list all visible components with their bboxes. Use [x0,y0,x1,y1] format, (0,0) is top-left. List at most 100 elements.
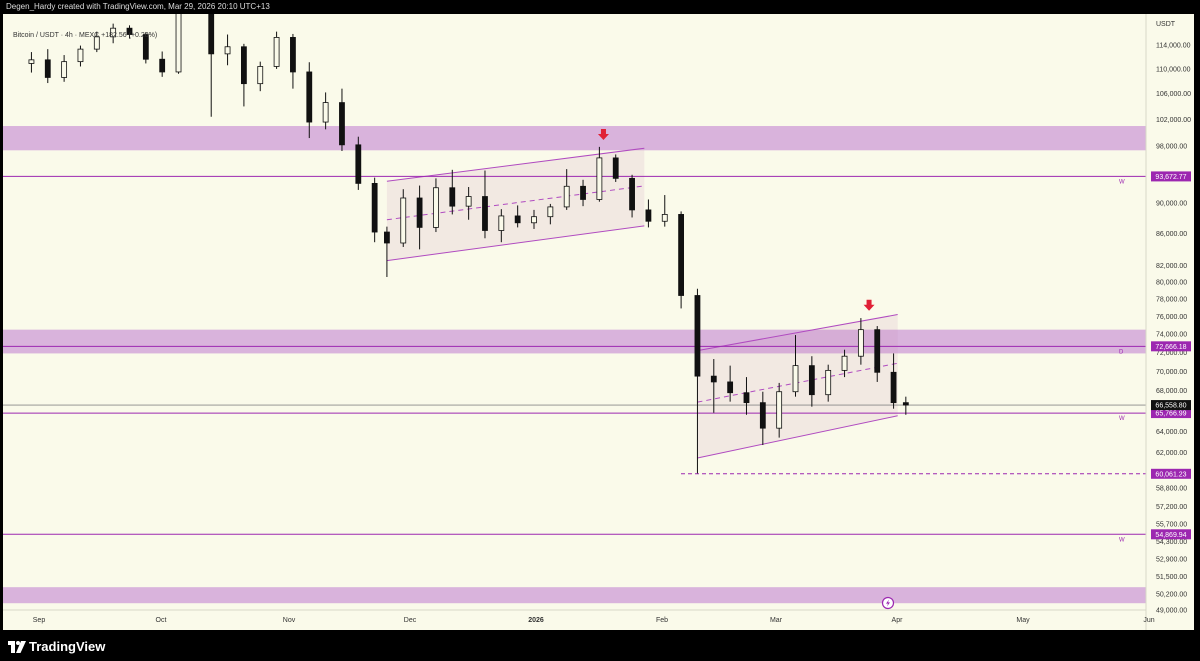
down-arrow-icon [597,129,609,141]
y-tick-label: 62,000.00 [1156,450,1187,457]
zone-1 [3,329,1146,354]
candle-body [902,402,909,406]
candle-body [612,157,619,179]
price-tag-bg [1151,171,1191,182]
y-axis: 114,000.00 110,000.00 106,000.00 102,000.00… [1156,43,1191,615]
candle-body [547,206,554,218]
candle-body [825,369,832,396]
candle-body [727,381,734,394]
candle-body [792,365,799,393]
candle-body [322,102,329,123]
brand-label: TradingView [29,639,106,654]
x-tick-label: Dec [404,617,417,624]
timeframe-tag: D [1119,349,1124,355]
y-tick-label: 110,000.00 [1156,66,1191,73]
y-tick-label: 102,000.00 [1156,117,1191,124]
price-tag-label: 65,766.99 [1155,411,1186,418]
candle-body [175,14,182,73]
y-tick-label: 51,500.00 [1156,574,1187,581]
candle-body [416,197,423,228]
currency-label: USDT [1156,21,1176,28]
candles-layer [28,14,909,474]
candle-body [890,371,897,404]
arrows-layer [597,129,875,311]
y-tick-label: 64,000.00 [1156,429,1187,436]
y-tick-label: 57,200.00 [1156,504,1187,511]
x-tick-label: 2026 [528,617,544,624]
candle-body [241,46,247,85]
timeframe-tag: W [1119,537,1125,543]
candle-body [661,214,668,222]
candle-body [77,48,84,63]
candle-body [208,14,215,55]
chart-area[interactable]: USDT 114,000.00 110,000.00 106,000.00 102,0… [3,14,1194,630]
candle-body [694,295,701,377]
candle-body [159,58,166,73]
candle-body [531,216,537,224]
channel-upper-1 [697,314,898,352]
channel-lower-1 [697,415,898,459]
y-tick-label: 49,000.00 [1156,608,1187,615]
y-tick-label: 78,000.00 [1156,296,1187,303]
footer-bar: TradingView [0,630,1200,661]
price-tag-label: 60,061.23 [1155,471,1186,478]
zone-2 [3,587,1146,604]
candle-body [400,197,407,244]
price-tag-label: 93,672.77 [1155,174,1186,181]
y-tick-label: 55,700.00 [1156,522,1187,529]
candle-body [514,215,521,224]
candle-body [126,27,133,35]
candle-body [355,144,362,184]
candle-body [290,37,296,73]
candle-body [224,46,231,55]
y-tick-label: 90,000.00 [1156,201,1187,208]
price-lines-layer [3,175,1146,535]
current-price-label: 66,558.80 [1155,403,1186,410]
price-tag-bg [1151,529,1191,540]
y-tick-label: 54,300.00 [1156,539,1187,546]
candle-body [596,157,603,200]
y-tick-label: 82,000.00 [1156,263,1187,270]
y-tick-label: 72,000.00 [1156,350,1187,357]
tradingview-logo[interactable]: TradingView [8,639,105,654]
channel-upper-0 [386,147,645,182]
candle-body [465,196,472,207]
x-tick-label: May [1016,617,1030,624]
candle-body [580,185,586,200]
candle-body [433,187,439,228]
candle-body [142,34,149,60]
x-tick-label: Oct [156,617,167,624]
candle-body [645,209,652,222]
y-tick-label: 98,000.00 [1156,144,1187,151]
candle-body [61,61,68,78]
candle-body [857,329,864,357]
candle-body [482,196,488,231]
flash-icon[interactable] [881,596,895,610]
candle-body [339,102,345,146]
x-tick-label: Nov [283,617,296,624]
y-tick-label: 86,000.00 [1156,231,1187,238]
down-arrow-icon [863,299,875,311]
candle-body [44,59,51,78]
x-tick-label: Feb [656,617,668,624]
candle-body [257,66,264,85]
candle-body [759,402,766,429]
y-tick-label: 68,000.00 [1156,388,1187,395]
candle-body [563,185,570,208]
candle-body [93,36,100,50]
zone-0 [3,126,1146,151]
timeframe-tag: W [1119,179,1125,185]
candle-body [28,59,35,64]
candle-body [110,27,117,38]
price-tag-bg [1151,408,1191,419]
y-tick-label: 74,000.00 [1156,332,1187,339]
candle-body [273,37,280,67]
price-chart[interactable]: USDT 114,000.00 110,000.00 106,000.00 102,0… [3,14,1194,630]
channels-layer [386,147,898,459]
y-tick-label: 80,000.00 [1156,279,1187,286]
x-axis: Sep Oct Nov Dec 2026 Feb Mar Apr May Jun [33,617,1155,624]
channel-lower-0 [386,225,645,262]
candle-body [743,392,750,404]
x-tick-label: Sep [33,617,46,624]
